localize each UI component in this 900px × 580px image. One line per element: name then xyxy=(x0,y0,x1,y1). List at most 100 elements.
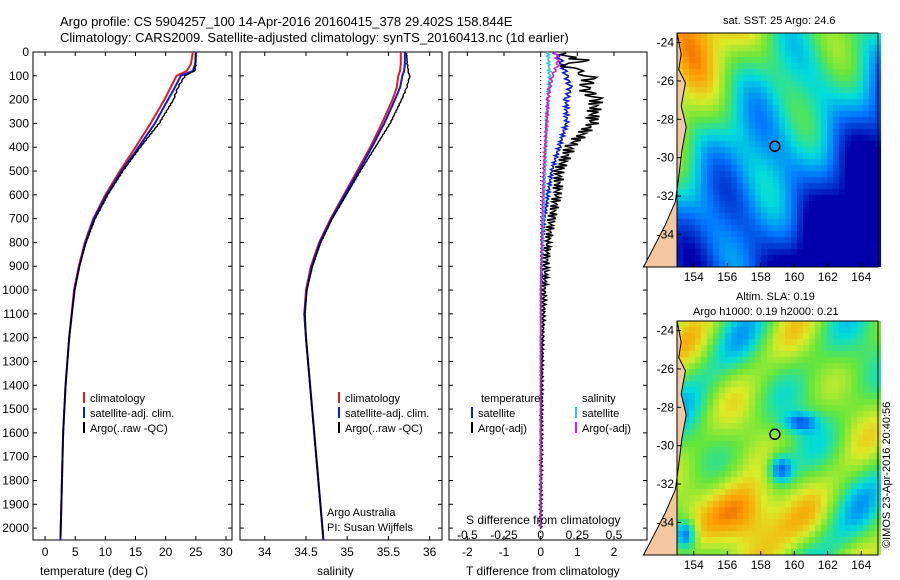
heatmap-cell xyxy=(797,147,803,153)
heatmap-cell xyxy=(779,549,785,555)
heatmap-cell xyxy=(743,381,749,387)
heatmap-cell xyxy=(761,321,767,327)
heatmap-cell xyxy=(683,195,689,201)
heatmap-cell xyxy=(827,51,833,57)
heatmap-cell xyxy=(755,501,761,507)
heatmap-cell xyxy=(761,453,767,459)
heatmap-cell xyxy=(725,345,731,351)
heatmap-cell xyxy=(725,225,731,231)
heatmap-cell xyxy=(773,477,779,483)
heatmap-cell xyxy=(755,117,761,123)
heatmap-cell xyxy=(701,207,707,213)
heatmap-cell xyxy=(815,207,821,213)
heatmap-cell xyxy=(725,399,731,405)
heatmap-cell xyxy=(755,339,761,345)
heatmap-cell xyxy=(731,51,737,57)
x-tick-label: 25 xyxy=(189,545,203,559)
heatmap-cell xyxy=(821,63,827,69)
heatmap-cell xyxy=(827,255,833,261)
heatmap-cell xyxy=(761,375,767,381)
heatmap-cell xyxy=(743,495,749,501)
heatmap-cell xyxy=(731,45,737,51)
heatmap-cell xyxy=(701,39,707,45)
x-tick-label: -2 xyxy=(462,545,473,559)
heatmap-cell xyxy=(845,141,851,147)
heatmap-cell xyxy=(713,57,719,63)
heatmap-cell xyxy=(761,531,767,537)
heatmap-cell xyxy=(695,537,701,543)
depth-tick-label: 500 xyxy=(9,164,29,178)
heatmap-cell xyxy=(761,429,767,435)
heatmap-cell xyxy=(743,447,749,453)
heatmap-cell xyxy=(863,459,869,465)
heatmap-cell xyxy=(821,249,827,255)
x-tick-label: 35 xyxy=(341,545,355,559)
heatmap-cell xyxy=(803,129,809,135)
heatmap-cell xyxy=(821,159,827,165)
heatmap-cell xyxy=(815,411,821,417)
heatmap-cell xyxy=(773,105,779,111)
heatmap-cell xyxy=(857,453,863,459)
heatmap-cell xyxy=(791,93,797,99)
heatmap-cell xyxy=(731,159,737,165)
heatmap-cell xyxy=(833,483,839,489)
heatmap-cell xyxy=(725,45,731,51)
heatmap-cell xyxy=(803,57,809,63)
heatmap-cell xyxy=(761,237,767,243)
heatmap-cell xyxy=(869,459,875,465)
heatmap-cell xyxy=(689,501,695,507)
heatmap-cell xyxy=(857,87,863,93)
heatmap-cell xyxy=(683,135,689,141)
heatmap-cell xyxy=(761,177,767,183)
heatmap-cell xyxy=(755,87,761,93)
heatmap-cell xyxy=(821,321,827,327)
heatmap-cell xyxy=(677,531,683,537)
heatmap-cell xyxy=(857,111,863,117)
heatmap-cell xyxy=(695,225,701,231)
heatmap-cell xyxy=(797,339,803,345)
heatmap-cell xyxy=(803,477,809,483)
heatmap-cell xyxy=(827,165,833,171)
heatmap-cell xyxy=(803,99,809,105)
heatmap-cell xyxy=(833,435,839,441)
heatmap-cell xyxy=(797,81,803,87)
heatmap-cell xyxy=(719,255,725,261)
heatmap-cell xyxy=(773,411,779,417)
heatmap-cell xyxy=(701,165,707,171)
heatmap-cell xyxy=(707,69,713,75)
heatmap-cell xyxy=(839,513,845,519)
heatmap-cell xyxy=(851,483,857,489)
heatmap-cell xyxy=(761,363,767,369)
heatmap-cell xyxy=(731,429,737,435)
heatmap-cell xyxy=(785,399,791,405)
heatmap-cell xyxy=(689,171,695,177)
heatmap-cell xyxy=(707,333,713,339)
heatmap-cell xyxy=(695,501,701,507)
heatmap-cell xyxy=(719,249,725,255)
heatmap-cell xyxy=(797,33,803,39)
heatmap-cell xyxy=(791,243,797,249)
heatmap-cell xyxy=(821,105,827,111)
heatmap-cell xyxy=(737,87,743,93)
heatmap-cell xyxy=(689,63,695,69)
heatmap-cell xyxy=(773,195,779,201)
heatmap-cell xyxy=(701,51,707,57)
heatmap-cell xyxy=(803,81,809,87)
heatmap-cell xyxy=(767,219,773,225)
heatmap-cell xyxy=(761,483,767,489)
heatmap-cell xyxy=(779,111,785,117)
heatmap-cell xyxy=(827,123,833,129)
heatmap-cell xyxy=(839,87,845,93)
heatmap-cell xyxy=(731,141,737,147)
heatmap-cell xyxy=(779,327,785,333)
heatmap-cell xyxy=(809,165,815,171)
heatmap-cell xyxy=(851,525,857,531)
heatmap-cell xyxy=(689,33,695,39)
salinity-profile-chart: 34 34.5 35 35.5 36climatologysatellite-adj. … xyxy=(239,51,443,559)
map-y-tick-label: -26 xyxy=(657,362,675,376)
heatmap-cell xyxy=(851,201,857,207)
heatmap-cell xyxy=(731,423,737,429)
heatmap-cell xyxy=(731,501,737,507)
heatmap-cell xyxy=(737,441,743,447)
heatmap-cell xyxy=(833,63,839,69)
